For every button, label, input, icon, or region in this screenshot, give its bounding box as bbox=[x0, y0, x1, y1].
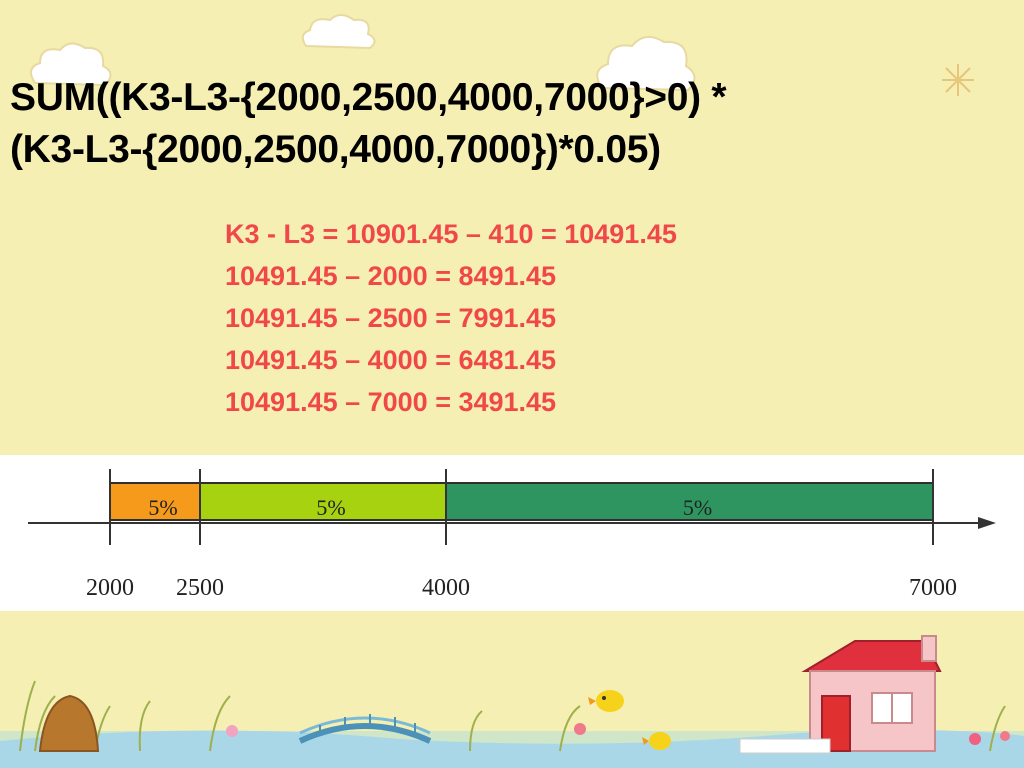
segment-rate-label: 5% bbox=[316, 495, 345, 520]
calculation-line: 10491.45 – 4000 = 6481.45 bbox=[225, 345, 557, 375]
calculation-line: K3 - L3 = 10901.45 – 410 = 10491.45 bbox=[225, 219, 677, 249]
house-icon bbox=[739, 635, 942, 754]
landscape-illustration bbox=[0, 635, 1024, 768]
cloud-icon bbox=[301, 14, 376, 50]
timeline-tick-label: 4000 bbox=[422, 575, 470, 601]
formula-text: SUM((K3-L3-{2000,2500,4000,7000}>0) * (K… bbox=[10, 72, 1010, 176]
slide-background: SUM((K3-L3-{2000,2500,4000,7000}>0) * (K… bbox=[10, 14, 1010, 423]
footer-decoration bbox=[0, 611, 1024, 768]
timeline-segment bbox=[445, 482, 934, 521]
timeline-panel: 5% 5% 5% 2000 2500 4000 7000 bbox=[0, 455, 1024, 611]
timeline-diagram: 5% 5% 5% 2000 2500 4000 7000 bbox=[28, 469, 996, 601]
calculation-line: 10491.45 – 2500 = 7991.45 bbox=[225, 303, 557, 333]
calculation-list: K3 - L3 = 10901.45 – 410 = 10491.45 1049… bbox=[225, 213, 677, 423]
segment-rate-label: 5% bbox=[683, 495, 712, 520]
formula-line-1: SUM((K3-L3-{2000,2500,4000,7000}>0) * bbox=[10, 76, 727, 119]
bridge-icon bbox=[298, 714, 432, 744]
formula-line-2: (K3-L3-{2000,2500,4000,7000})*0.05) bbox=[10, 128, 661, 171]
calculation-line: 10491.45 – 7000 = 3491.45 bbox=[225, 387, 557, 417]
bird-icon bbox=[588, 690, 624, 712]
flower-icon bbox=[226, 723, 1010, 745]
cloud-icon bbox=[30, 42, 112, 87]
bird-icon bbox=[642, 732, 671, 750]
arrow-head-icon bbox=[978, 517, 996, 529]
calculation-line: 10491.45 – 2000 = 8491.45 bbox=[225, 261, 557, 291]
cloud-icon bbox=[596, 35, 696, 92]
flower-icon bbox=[942, 64, 974, 96]
timeline-tick-label: 2500 bbox=[176, 575, 224, 601]
timeline-tick-label: 2000 bbox=[86, 575, 134, 601]
tree-icon bbox=[38, 694, 100, 752]
timeline-tick-label: 7000 bbox=[909, 575, 957, 601]
segment-rate-label: 5% bbox=[148, 495, 177, 520]
